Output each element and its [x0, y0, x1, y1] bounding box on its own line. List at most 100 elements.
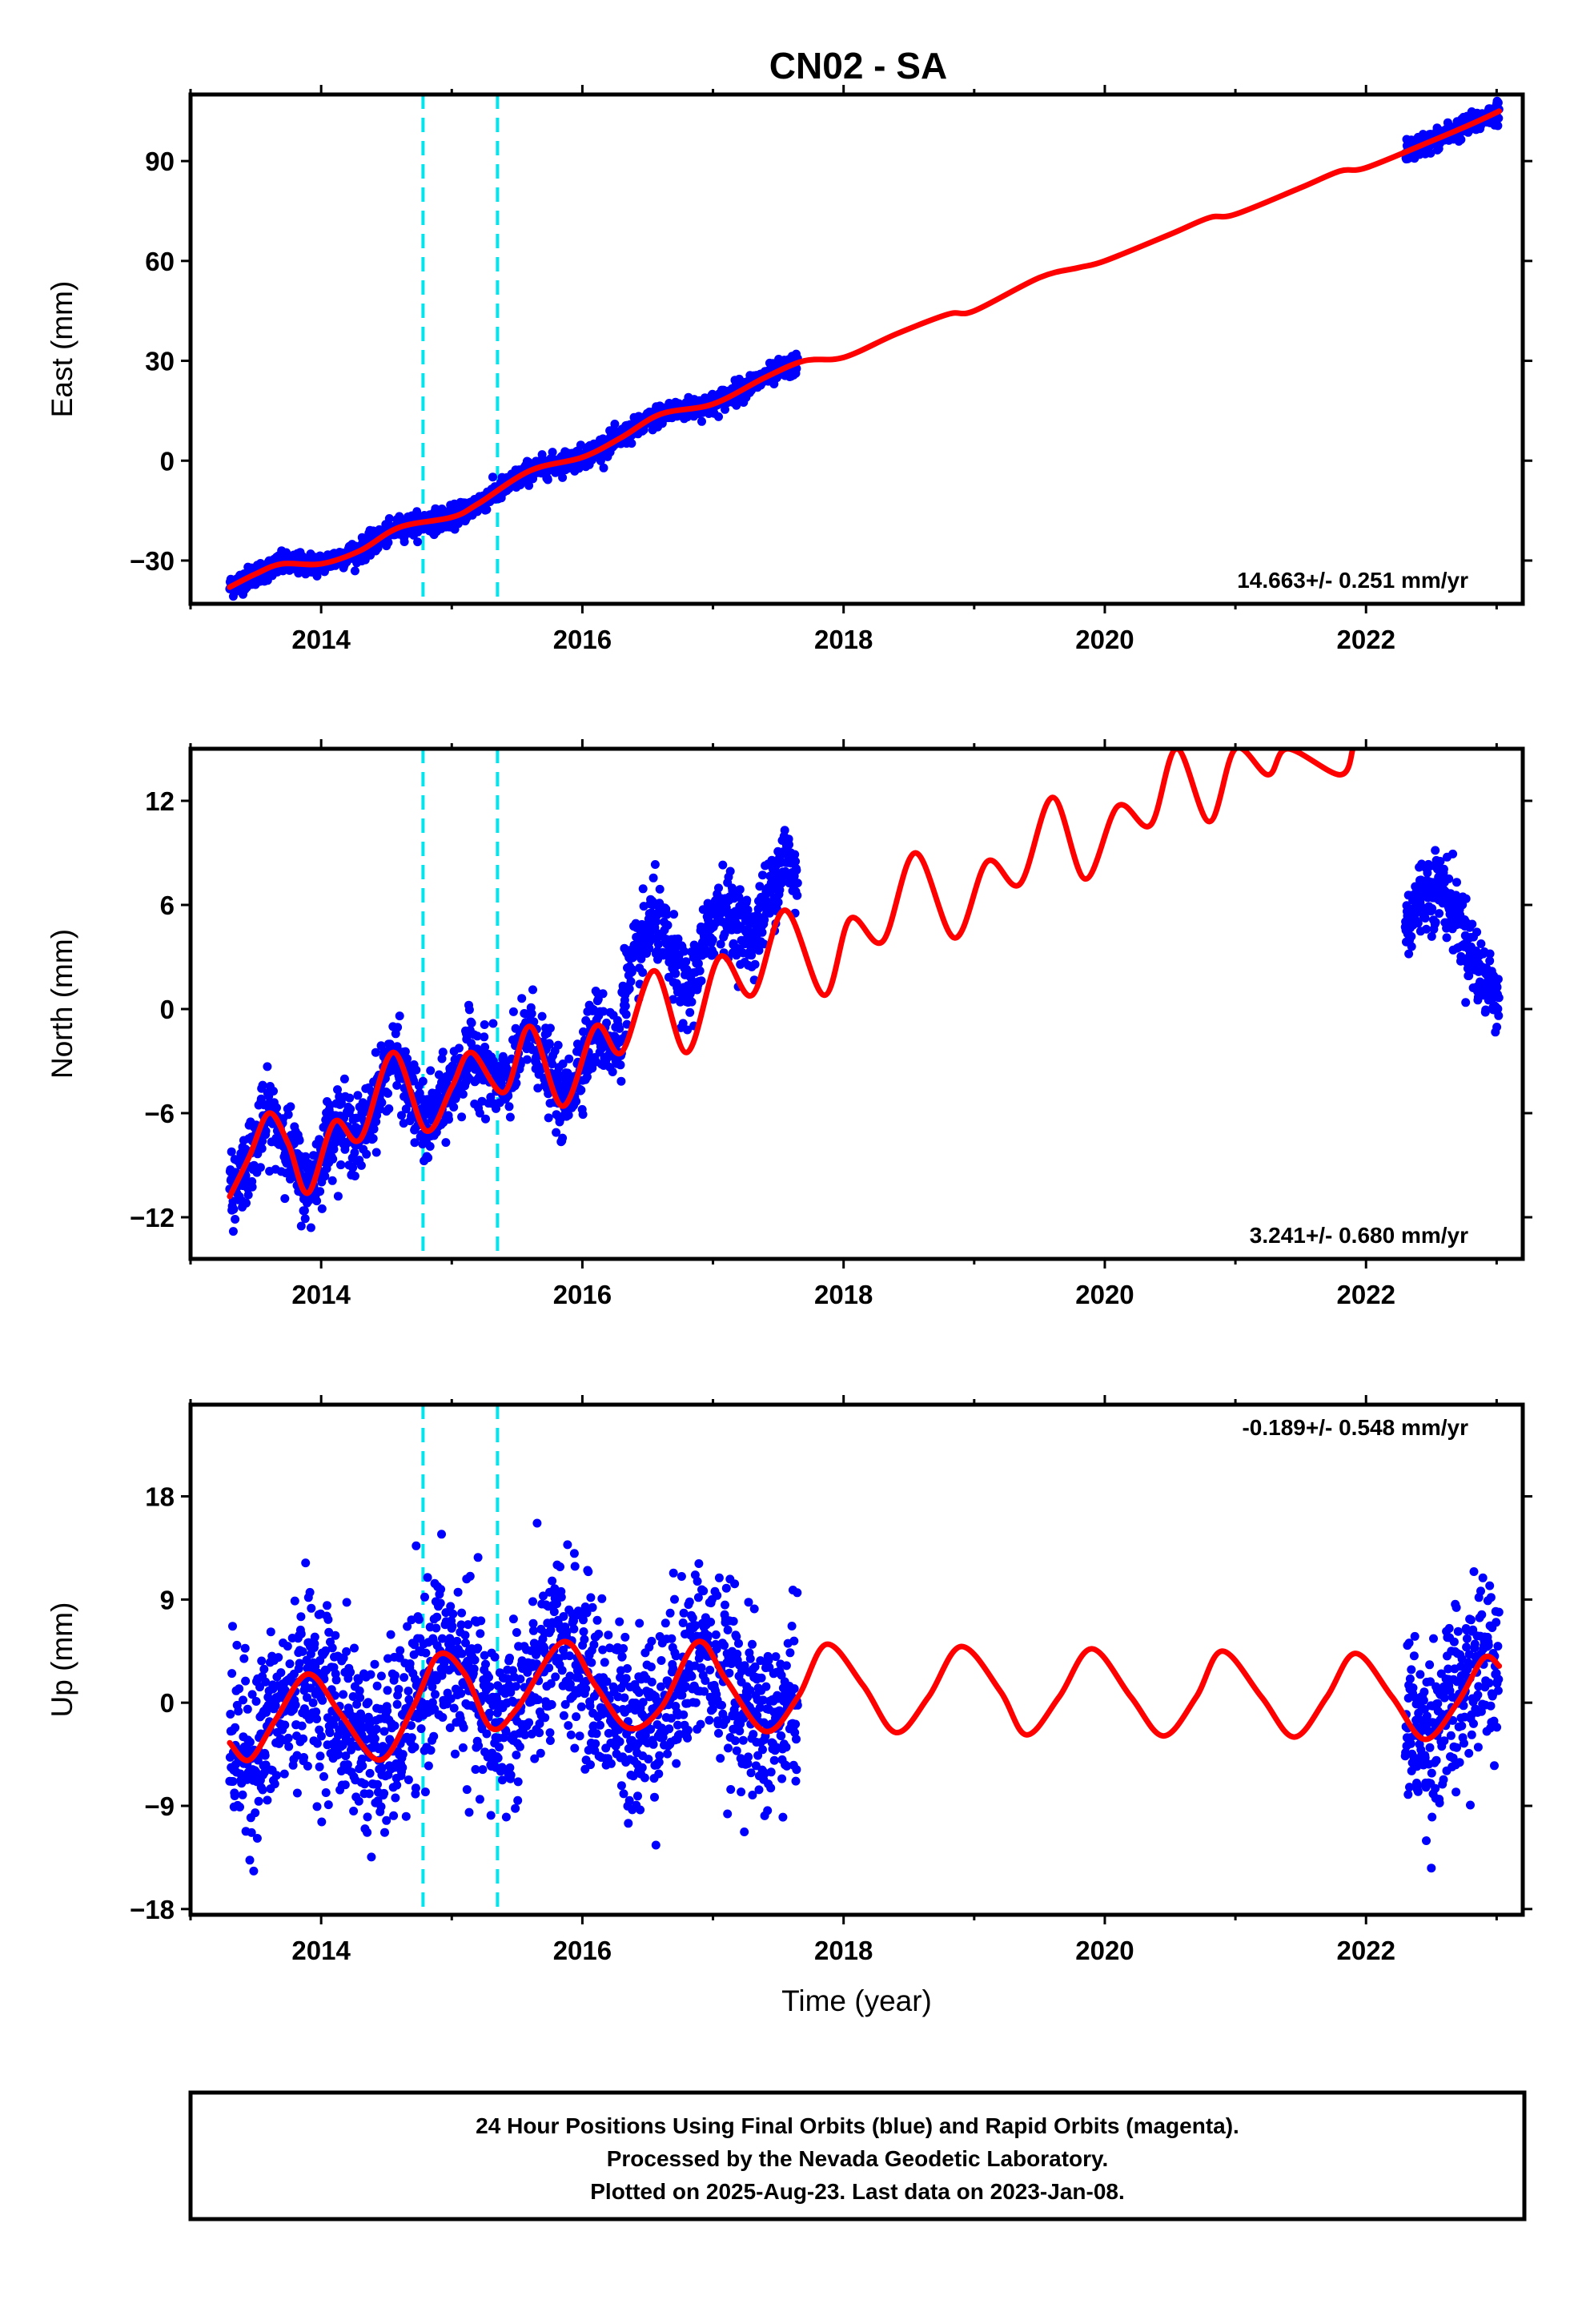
up-data-point	[307, 1603, 316, 1613]
north-data-point	[368, 1134, 378, 1144]
up-data-point	[363, 1712, 373, 1722]
up-data-point	[456, 1689, 466, 1699]
north-data-point	[650, 860, 660, 869]
up-data-point	[414, 1614, 424, 1624]
north-data-point	[671, 969, 681, 979]
up-data-point	[484, 1708, 494, 1718]
up-data-point	[299, 1734, 308, 1743]
north-data-point	[328, 1154, 338, 1164]
north-data-point	[269, 1087, 278, 1096]
up-data-point	[398, 1750, 408, 1759]
chart-title: CN02 - SA	[769, 45, 947, 86]
north-data-point	[678, 1019, 688, 1028]
up-data-point	[315, 1751, 325, 1761]
up-data-point	[310, 1639, 319, 1649]
up-data-point	[400, 1673, 409, 1683]
up-data-point	[624, 1819, 633, 1828]
east-y-axis-label: East (mm)	[46, 281, 78, 418]
up-data-point	[363, 1812, 372, 1822]
up-data-point	[484, 1672, 493, 1682]
north-data-point	[348, 1163, 358, 1172]
up-data-point	[516, 1675, 525, 1684]
offset-lines-up	[421, 1405, 500, 1915]
up-data-point	[339, 1690, 348, 1699]
north-data-point	[377, 1098, 387, 1108]
up-data-point	[283, 1642, 292, 1651]
up-data-point	[486, 1811, 496, 1820]
up-data-point	[589, 1721, 598, 1731]
north-data-point	[673, 934, 683, 943]
north-data-point	[350, 1172, 359, 1180]
up-data-point	[570, 1743, 580, 1753]
north-data-point	[1494, 1011, 1504, 1020]
up-data-point	[334, 1750, 343, 1759]
north-data-point	[488, 1056, 498, 1066]
north-data-point	[636, 954, 646, 963]
up-data-point	[308, 1698, 318, 1707]
up-data-point	[316, 1731, 326, 1741]
north-data-point	[312, 1196, 322, 1206]
north-data-point	[227, 1147, 236, 1156]
north-data-point	[504, 1102, 514, 1112]
up-data-point	[259, 1664, 269, 1674]
up-data-point	[452, 1636, 462, 1646]
up-data-point	[383, 1686, 392, 1695]
north-data-point	[229, 1204, 239, 1214]
north-data-point	[480, 1032, 489, 1042]
north-data-point	[716, 939, 725, 949]
up-data-point	[254, 1796, 263, 1806]
north-data-point	[680, 947, 689, 956]
up-data-point	[478, 1765, 488, 1775]
north-data-point	[628, 965, 637, 975]
up-data-point	[429, 1731, 439, 1741]
up-data-point	[283, 1733, 293, 1743]
east-data-point	[454, 519, 463, 529]
north-data-point	[1452, 878, 1461, 887]
north-x-tick-label: 2016	[553, 1280, 612, 1309]
up-data-point	[453, 1587, 463, 1597]
up-data-point	[592, 1729, 601, 1739]
up-data-point	[589, 1640, 599, 1650]
north-data-point	[1435, 857, 1445, 866]
up-data-point	[373, 1779, 382, 1789]
up-data-point	[420, 1592, 429, 1602]
up-data-point	[508, 1666, 517, 1675]
north-data-point	[472, 1031, 482, 1041]
north-y-tick-label: −12	[130, 1203, 175, 1232]
up-data-point	[329, 1719, 339, 1729]
up-data-point	[604, 1630, 613, 1640]
north-data-point	[1427, 904, 1437, 913]
north-fit-curve	[227, 749, 1356, 1200]
up-data-point	[391, 1793, 400, 1803]
north-data-point	[758, 870, 767, 880]
north-data-point	[454, 1043, 464, 1053]
up-data-point	[508, 1614, 518, 1624]
north-data-point	[481, 1114, 490, 1124]
up-data-point	[464, 1807, 474, 1817]
north-data-point	[393, 1023, 403, 1032]
up-data-point	[495, 1743, 504, 1752]
up-data-point	[370, 1659, 379, 1669]
up-data-point	[506, 1771, 516, 1779]
up-data-point	[365, 1768, 375, 1778]
up-data-point	[398, 1763, 408, 1772]
north-data-point	[301, 1152, 311, 1161]
up-data-point	[445, 1723, 455, 1732]
east-data-point	[714, 412, 723, 421]
north-data-point	[662, 910, 672, 919]
up-data-point	[501, 1812, 511, 1822]
east-data-point	[524, 480, 534, 490]
up-data-point	[513, 1795, 523, 1805]
north-data-point	[773, 898, 783, 907]
up-data-point	[279, 1769, 289, 1779]
up-data-point	[646, 1663, 656, 1671]
north-data-point	[1422, 924, 1431, 934]
north-data-point	[475, 1108, 484, 1118]
up-data-point	[569, 1624, 579, 1634]
up-data-point	[480, 1651, 489, 1660]
north-data-point	[533, 1084, 543, 1093]
up-data-point	[431, 1690, 440, 1699]
east-data-point	[1426, 148, 1435, 158]
